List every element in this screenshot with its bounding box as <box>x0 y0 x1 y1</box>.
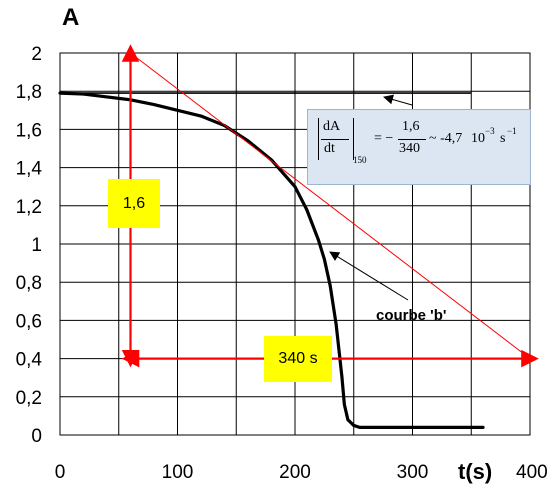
formula-frac-line-1 <box>321 139 349 140</box>
delta-a-note: 1,6 <box>108 179 160 228</box>
reference-pointer-arrow <box>383 94 413 106</box>
formula-base: 10 <box>471 131 485 146</box>
tangent-line <box>130 52 531 359</box>
formula-eq: = − <box>374 131 394 146</box>
y-tick-label: 1 <box>31 235 42 256</box>
y-tick-label: 0,4 <box>16 350 43 371</box>
x-tick-label: 300 <box>397 462 429 483</box>
formula-exp: −3 <box>485 126 495 136</box>
delta-a-label: 1,6 <box>122 194 146 212</box>
x-axis-label: t(s) <box>458 459 492 484</box>
formula-num: dA <box>323 119 341 134</box>
formula-approx: ~ -4,7 <box>429 131 463 146</box>
formula-frac-line-2 <box>398 139 426 140</box>
delta-t-note: 340 s <box>264 336 332 382</box>
x-tick-label: 400 <box>516 462 548 483</box>
y-tick-label: 0,2 <box>16 388 42 409</box>
curve-group <box>58 91 485 429</box>
y-tick-label: 1,2 <box>16 197 42 218</box>
y-tick-label: 1,6 <box>16 120 42 141</box>
x-tick-label: 100 <box>162 462 194 483</box>
delta-t-label: 340 s <box>278 350 318 367</box>
tick-labels: 0 100 200 300 400 0 0,2 0,4 0,6 0,8 1 1,2 1,4 1,6 1,8 2 <box>16 44 548 483</box>
arrows <box>329 94 413 301</box>
y-tick-label: 0,8 <box>16 273 42 294</box>
x-tick-label: 0 <box>55 462 66 483</box>
x-tick-label: 200 <box>279 462 311 483</box>
formula-frac-num: 1,6 <box>402 119 420 134</box>
curve-pointer-arrow <box>329 251 409 301</box>
formula-sub: 150 <box>353 155 367 165</box>
formula-box: dA dt 150 = − 1,6 340 ~ -4,7 10 −3 s −1 <box>307 109 531 185</box>
y-tick-label: 0,6 <box>16 311 42 332</box>
series-line-courbe-b <box>58 91 485 429</box>
y-tick-label: 2 <box>31 44 42 65</box>
curve-label: courbe 'b' <box>376 307 446 324</box>
y-axis-label: A <box>62 4 79 31</box>
y-tick-label: 1,4 <box>16 159 43 180</box>
bracket <box>318 118 354 160</box>
y-tick-label: 0 <box>31 426 42 447</box>
formula-unit: s <box>500 131 506 146</box>
formula-unit-exp: −1 <box>507 126 517 136</box>
formula-frac-den: 340 <box>399 141 420 156</box>
formula-den: dt <box>324 141 335 156</box>
y-tick-label: 1,8 <box>16 82 42 103</box>
